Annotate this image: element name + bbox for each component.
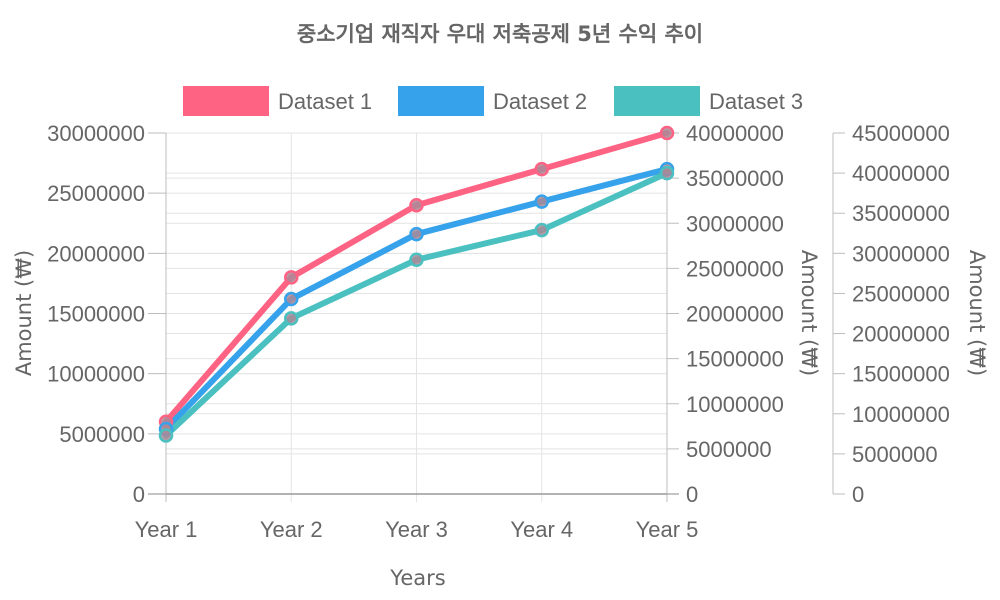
y-tick-label: 30000000 [47, 121, 145, 146]
axes: 0 5000000 10000000 15000000 20000000 25000000… [47, 121, 950, 542]
y-tick-label: 10000000 [47, 362, 145, 387]
legend-label: Dataset 2 [493, 89, 587, 114]
y1-axis-title: Amount (₩) [797, 250, 821, 376]
x-tick-label: Year 3 [385, 517, 448, 542]
y2-tick-label: 20000000 [852, 322, 950, 347]
legend-swatch [398, 86, 484, 116]
y-axis-title: Amount (₩) [12, 250, 36, 376]
data-point [409, 197, 424, 213]
x-tick-label: Year 1 [135, 517, 198, 542]
data-point [158, 428, 174, 443]
data-point [534, 161, 549, 177]
data-point [409, 252, 424, 268]
data-point [284, 291, 299, 307]
y2-tick-label: 30000000 [852, 241, 950, 266]
legend-label: Dataset 1 [278, 89, 372, 114]
y-tick-label: 20000000 [47, 241, 145, 266]
y1-tick-label: 30000000 [686, 211, 784, 236]
legend-swatch [183, 86, 269, 116]
y2-tick-label: 40000000 [852, 161, 950, 186]
series-points [158, 125, 675, 443]
data-point [659, 165, 675, 181]
y1-tick-label: 25000000 [686, 256, 784, 281]
data-point [284, 311, 299, 326]
y1-tick-label: 35000000 [686, 166, 784, 191]
y2-tick-label: 15000000 [852, 362, 950, 387]
data-point [659, 125, 675, 141]
y-tick-label: 0 [133, 482, 145, 507]
y2-tick-label: 0 [852, 482, 864, 507]
legend: Dataset 1 Dataset 2 Dataset 3 [183, 86, 803, 116]
data-point [284, 270, 299, 285]
y1-tick-label: 20000000 [686, 302, 784, 327]
data-point [409, 226, 424, 242]
y2-tick-label: 10000000 [852, 402, 950, 427]
x-tick-label: Year 2 [260, 517, 323, 542]
x-tick-label: Year 4 [510, 517, 573, 542]
y2-tick-label: 25000000 [852, 281, 950, 306]
y2-tick-label: 35000000 [852, 201, 950, 226]
x-tick-label: Year 5 [636, 517, 699, 542]
y2-tick-label: 45000000 [852, 121, 950, 146]
y-tick-label: 25000000 [47, 181, 145, 206]
y1-tick-label: 5000000 [686, 437, 772, 462]
legend-swatch [614, 86, 700, 116]
y-tick-label: 5000000 [59, 422, 145, 447]
data-point [534, 222, 549, 238]
y-tick-label: 15000000 [47, 302, 145, 327]
legend-label: Dataset 3 [709, 89, 803, 114]
y1-tick-label: 0 [686, 482, 698, 507]
y1-tick-label: 10000000 [686, 392, 784, 417]
y1-tick-label: 15000000 [686, 347, 784, 372]
y2-tick-label: 5000000 [852, 442, 938, 467]
y2-axis-title: Amount (₩) [965, 250, 989, 376]
y1-tick-label: 40000000 [686, 121, 784, 146]
data-point [534, 194, 549, 209]
chart-title: 중소기업 재직자 우대 저축공제 5년 수익 추이 [297, 22, 703, 46]
x-axis-title: Years [389, 566, 445, 590]
